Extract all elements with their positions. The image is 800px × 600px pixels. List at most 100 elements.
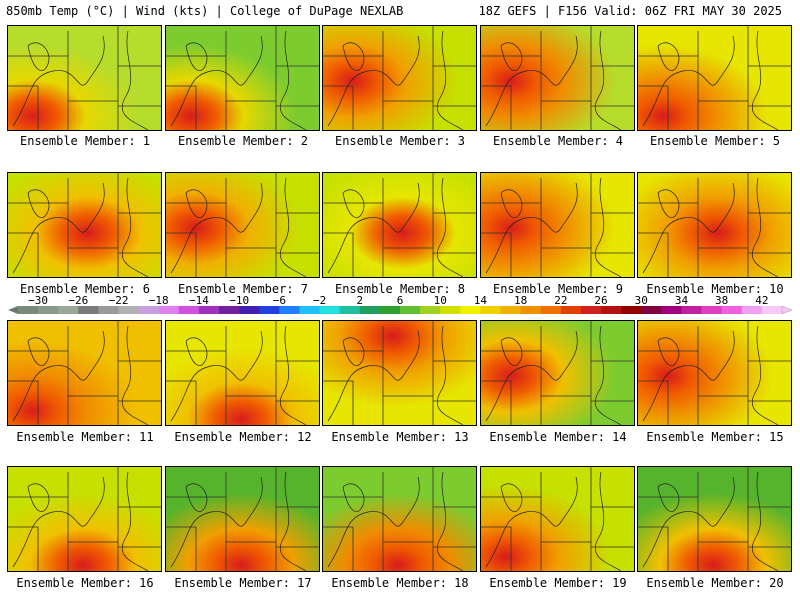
- colorbar-tick-label: 34: [675, 296, 689, 307]
- colorbar-swatch: [18, 306, 39, 314]
- colorbar-swatch: [621, 306, 642, 314]
- valid-time: 18Z GEFS | F156 Valid: 06Z FRI MAY 30 20…: [478, 4, 782, 18]
- member-map-16: [7, 466, 162, 572]
- member-label-3: Ensemble Member: 3: [334, 134, 466, 148]
- member-label-15: Ensemble Member: 15: [646, 430, 784, 444]
- member-map-10: [637, 172, 792, 278]
- member-map-4: [480, 25, 635, 131]
- colorbar-swatch: [721, 306, 743, 314]
- member-map-8: [322, 172, 477, 278]
- member-label-19: Ensemble Member: 19: [489, 576, 627, 590]
- member-map-3: [322, 25, 477, 131]
- colorbar-swatch: [440, 306, 461, 314]
- colorbar-tick-label: 38: [715, 296, 728, 307]
- member-label-20: Ensemble Member: 20: [646, 576, 784, 590]
- colorbar-swatch: [601, 306, 622, 314]
- chart-title: 850mb Temp (°C) | Wind (kts) | College o…: [6, 4, 404, 18]
- member-label-18: Ensemble Member: 18: [331, 576, 469, 590]
- colorbar-swatch: [681, 306, 702, 314]
- member-map-7: [165, 172, 320, 278]
- colorbar-swatch: [540, 306, 562, 314]
- colorbar-swatch: [299, 306, 320, 314]
- member-label-7: Ensemble Member: 7: [177, 282, 309, 296]
- member-map-18: [322, 466, 477, 572]
- member-map-15: [637, 320, 792, 426]
- colorbar-tick-label: 18: [514, 296, 527, 307]
- colorbar-swatch: [359, 306, 381, 314]
- colorbar-swatch: [239, 306, 260, 314]
- colorbar-tick-label: −22: [109, 296, 129, 307]
- colorbar-tick-label: 30: [635, 296, 648, 307]
- member-label-12: Ensemble Member: 12: [174, 430, 312, 444]
- colorbar-swatch: [520, 306, 542, 314]
- member-label-2: Ensemble Member: 2: [177, 134, 309, 148]
- member-map-2: [165, 25, 320, 131]
- colorbar-swatch: [138, 306, 160, 314]
- colorbar-tick-label: 2: [356, 296, 363, 307]
- member-label-16: Ensemble Member: 16: [16, 576, 154, 590]
- colorbar-swatch: [219, 306, 240, 314]
- colorbar-swatch: [198, 306, 220, 314]
- member-map-19: [480, 466, 635, 572]
- member-label-11: Ensemble Member: 11: [16, 430, 154, 444]
- member-label-13: Ensemble Member: 13: [331, 430, 469, 444]
- colorbar-tick-label: 26: [594, 296, 607, 307]
- colorbar-tick-label: −2: [313, 296, 326, 307]
- colorbar-tick-label: −6: [273, 296, 286, 307]
- member-map-6: [7, 172, 162, 278]
- member-map-12: [165, 320, 320, 426]
- colorbar-swatch: [98, 306, 119, 314]
- colorbar-tick-label: −10: [229, 296, 249, 307]
- colorbar-tick-label: −30: [28, 296, 48, 307]
- member-map-13: [322, 320, 477, 426]
- colorbar-swatch: [259, 306, 280, 314]
- colorbar-swatch: [661, 306, 682, 314]
- colorbar-swatch: [560, 306, 582, 314]
- member-map-20: [637, 466, 792, 572]
- colorbar-swatch: [178, 306, 200, 314]
- colorbar-swatch: [701, 306, 722, 314]
- colorbar-left-arrow: [8, 306, 18, 314]
- colorbar-swatch: [500, 306, 521, 314]
- colorbar-swatch: [741, 306, 763, 314]
- colorbar-tick-label: 10: [434, 296, 447, 307]
- member-label-6: Ensemble Member: 6: [19, 282, 151, 296]
- member-label-5: Ensemble Member: 5: [649, 134, 781, 148]
- colorbar-swatch: [460, 306, 481, 314]
- colorbar-swatch: [400, 306, 421, 314]
- temperature-colorbar: −30 −26 −22 −18 −14 −10 −6 −2 2 6 10 14 18 22 26 30 34 38…: [8, 296, 793, 315]
- colorbar-swatch: [38, 306, 59, 314]
- member-label-4: Ensemble Member: 4: [492, 134, 624, 148]
- member-map-14: [480, 320, 635, 426]
- colorbar-tick-label: 42: [755, 296, 768, 307]
- member-label-14: Ensemble Member: 14: [489, 430, 627, 444]
- member-map-9: [480, 172, 635, 278]
- member-label-17: Ensemble Member: 17: [174, 576, 312, 590]
- colorbar-swatch: [78, 306, 99, 314]
- colorbar-swatch: [339, 306, 361, 314]
- colorbar-tick-label: −14: [189, 296, 209, 307]
- colorbar-tick-label: 14: [474, 296, 488, 307]
- colorbar-tick-label: −18: [149, 296, 169, 307]
- colorbar-swatch: [58, 306, 79, 314]
- colorbar-tick-label: 22: [554, 296, 567, 307]
- colorbar-tick-label: −26: [68, 296, 88, 307]
- member-label-1: Ensemble Member: 1: [19, 134, 151, 148]
- colorbar-swatch: [480, 306, 501, 314]
- colorbar-tick-label: 6: [397, 296, 404, 307]
- colorbar-swatch: [118, 306, 139, 314]
- colorbar-swatch: [319, 306, 340, 314]
- member-map-1: [7, 25, 162, 131]
- colorbar-swatch: [641, 306, 662, 314]
- colorbar-swatch: [580, 306, 602, 314]
- member-map-5: [637, 25, 792, 131]
- colorbar-swatch: [279, 306, 300, 314]
- colorbar-swatch: [761, 306, 783, 314]
- colorbar-right-arrow: [781, 305, 793, 315]
- member-label-9: Ensemble Member: 9: [492, 282, 624, 296]
- member-label-10: Ensemble Member: 10: [646, 282, 784, 296]
- member-label-8: Ensemble Member: 8: [334, 282, 466, 296]
- colorbar-swatch: [420, 306, 441, 314]
- colorbar-swatch: [158, 306, 180, 314]
- member-map-17: [165, 466, 320, 572]
